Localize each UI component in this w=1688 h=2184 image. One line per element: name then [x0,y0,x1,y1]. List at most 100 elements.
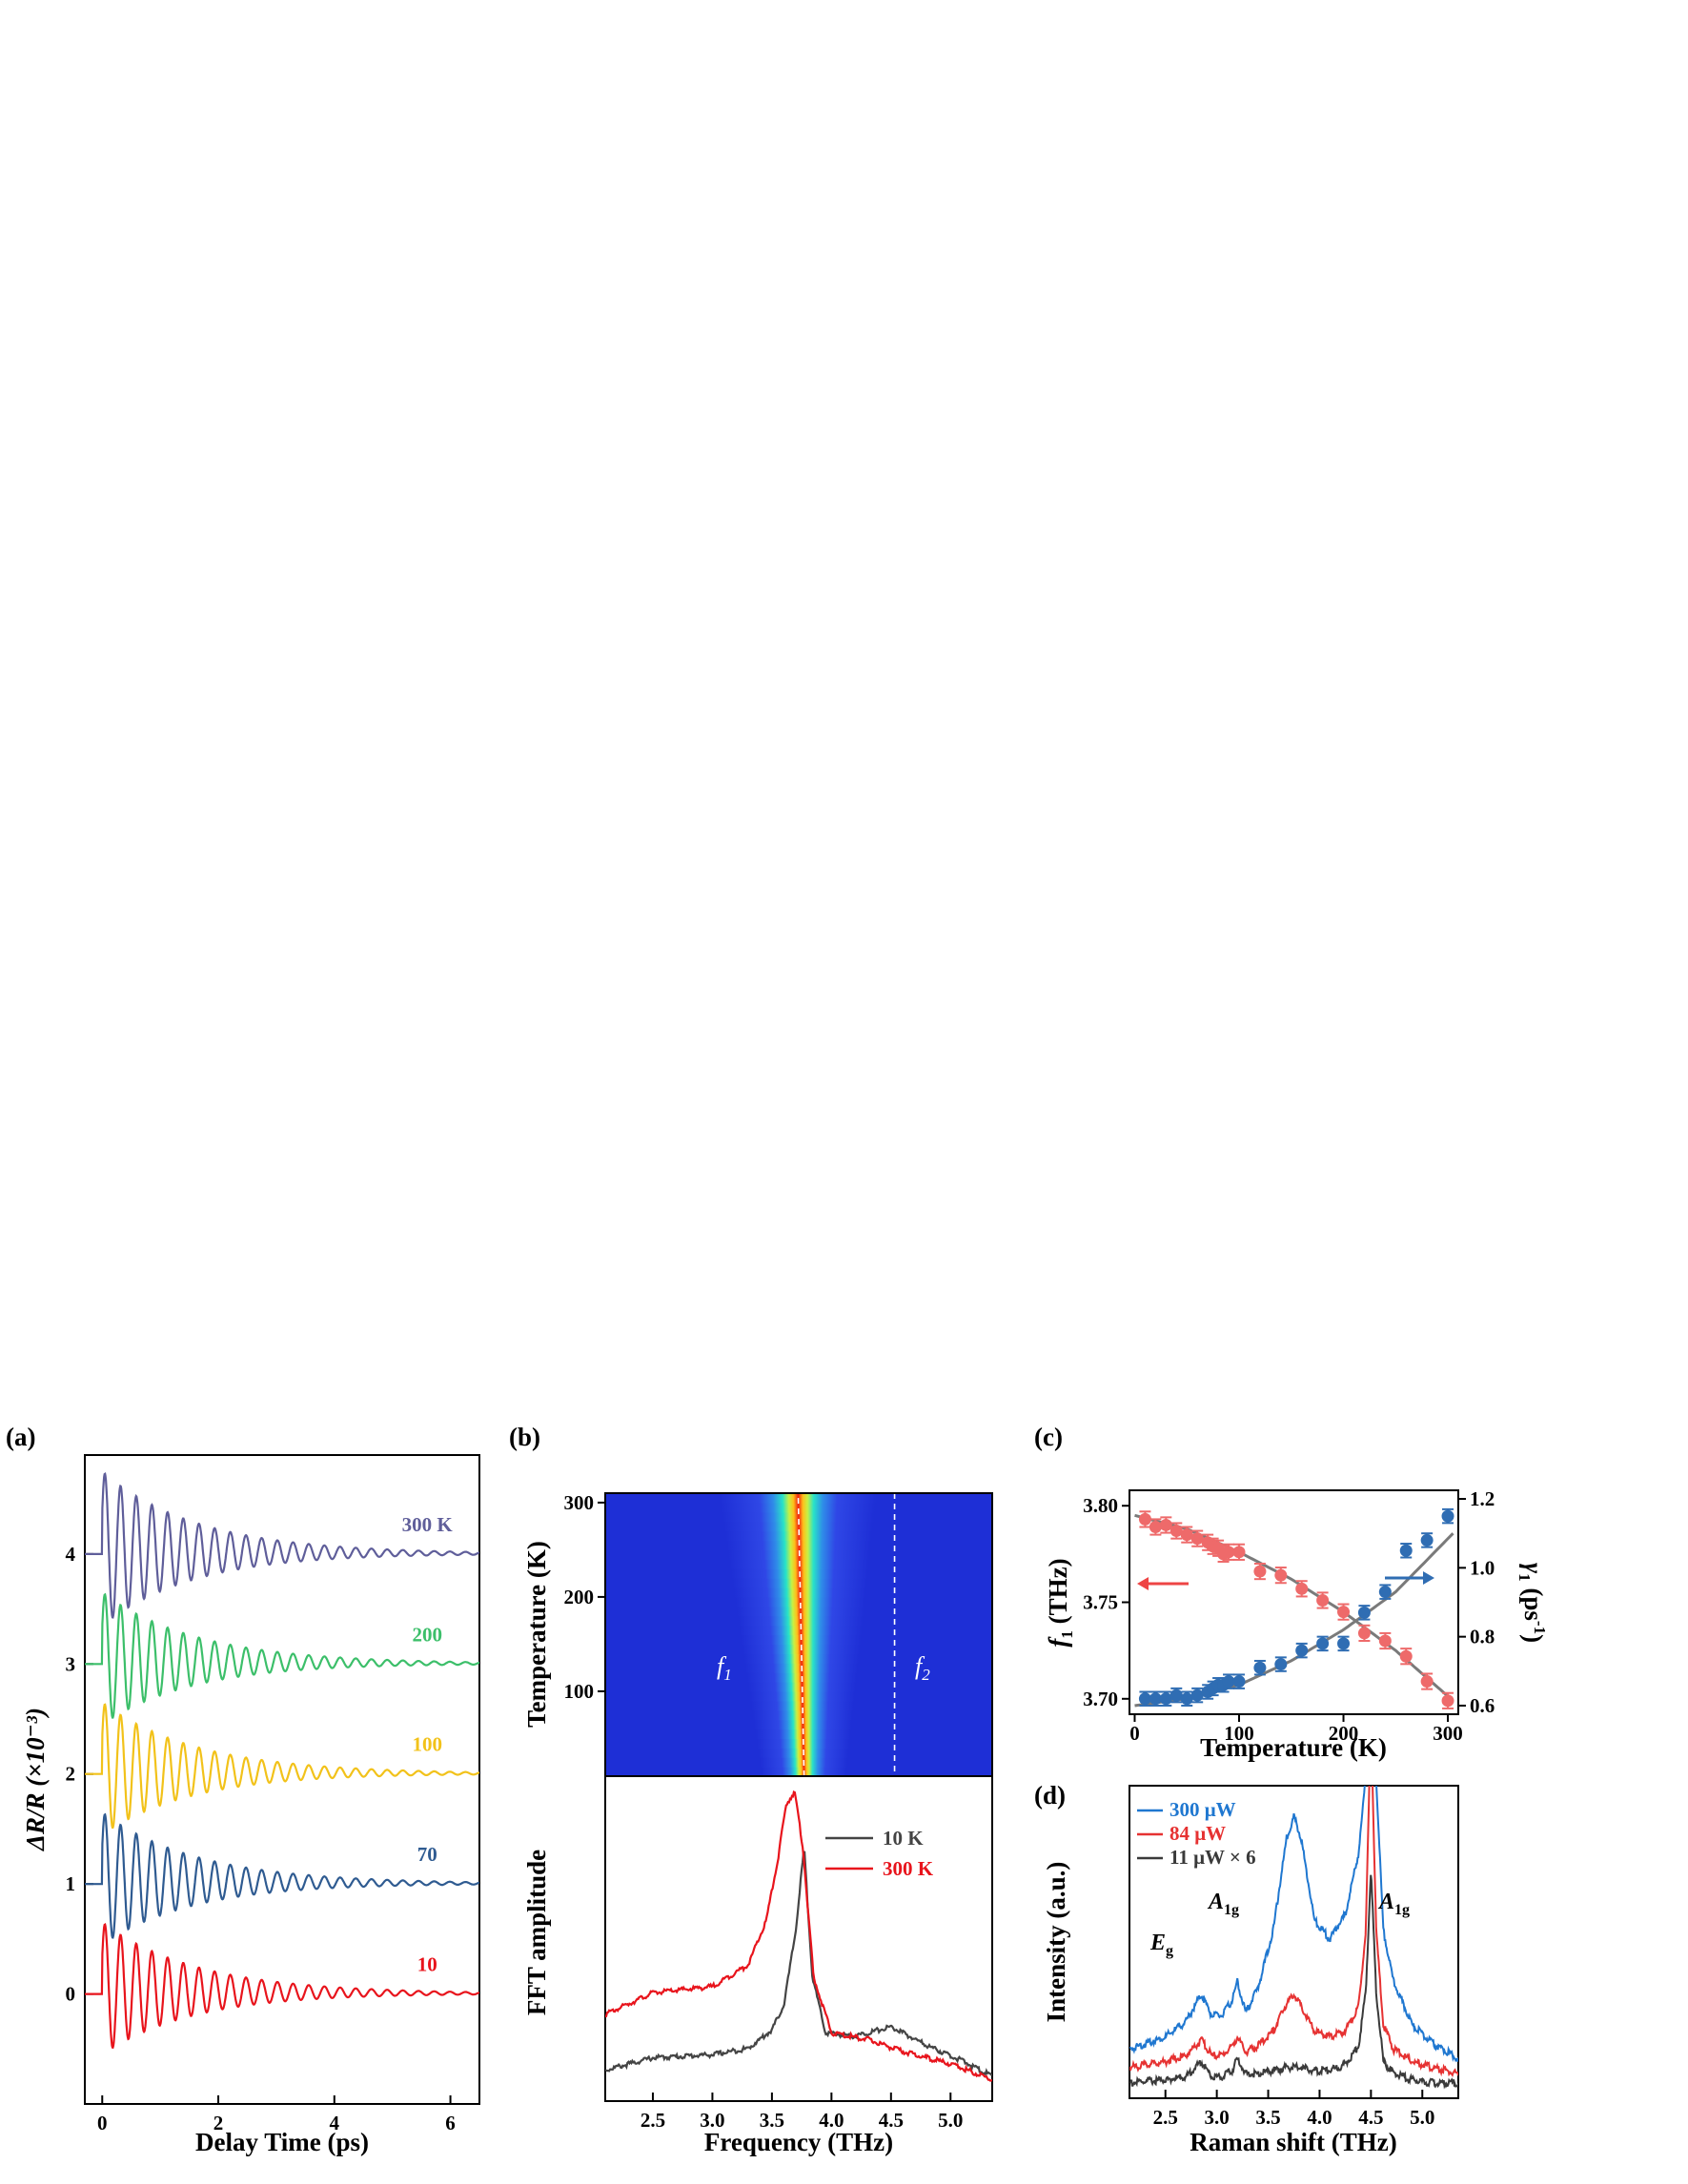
panel-label-b: (b) [509,1423,540,1451]
trace-70 [85,1812,479,1939]
y-tick-label-c-left: 3.75 [1083,1591,1118,1614]
fft-trace-300K [605,1790,992,2082]
annotation-Eg: Eg [1149,1931,1173,1959]
raman-trace-2 [1129,1874,1458,2090]
annotation-A1g-1: A1g [1207,1890,1239,1918]
data-point-right [1357,1605,1371,1621]
data-point-left [1378,1631,1392,1650]
data-point-left [1253,1562,1267,1581]
data-point-left [1222,1543,1235,1561]
data-point-left [1295,1580,1309,1598]
panel-b-bottom-frame [604,1775,993,2102]
marker [1399,1649,1413,1663]
series-label-1: 70 [417,1843,437,1866]
y-tick-label-a: 4 [66,1543,76,1566]
heatmap-row [722,1511,874,1523]
heatmap-row [749,1690,855,1702]
marker [1378,1586,1392,1599]
data-point-left [1357,1624,1371,1643]
data-point-right [1169,1687,1183,1704]
data-point-right [1159,1690,1172,1707]
x-tick-label-c: 200 [1329,1722,1359,1745]
f1-peak-guide-line [797,1492,805,1777]
raman-trace-1 [1129,1786,1458,2077]
data-point-right [1138,1690,1151,1707]
panel-d-xlabel: Raman shift (THz) [1190,2128,1397,2156]
data-point-right [1232,1673,1246,1689]
marker [1149,1520,1162,1533]
legend-label-10K: 10 K [883,1827,924,1850]
marker [1295,1582,1309,1595]
marker [1159,1518,1172,1531]
trace-300K [85,1472,479,1619]
data-point-left [1420,1672,1434,1690]
trace-200 [85,1592,479,1719]
y-tick-label-c-right: 0.8 [1470,1626,1495,1648]
data-point-left [1190,1529,1204,1547]
data-point-left [1138,1510,1151,1528]
marker [1420,1533,1434,1547]
marker [1169,1525,1183,1538]
marker [1399,1544,1413,1557]
data-point-right [1149,1690,1162,1707]
data-point-right [1316,1635,1330,1652]
marker [1190,1532,1204,1546]
x-tick-label-a: 6 [445,2112,456,2134]
marker [1232,1675,1246,1689]
heatmap-row [721,1502,876,1513]
marker [1378,1634,1392,1648]
panel-c-xlabel: Temperature (K) [1200,1733,1387,1762]
marker [1441,1509,1454,1523]
data-point-right [1441,1507,1454,1525]
y-tick-label-b: 200 [564,1586,595,1608]
data-point-left [1169,1522,1183,1540]
marker [1190,1689,1204,1702]
x-tick-label-c: 300 [1433,1722,1463,1745]
panel-b-fft: 2.5 3.0 3.5 4.0 4.5 5.0 10 K 300 K Frequency … [522,1775,993,2156]
y-tick-label-c-right: 1.0 [1470,1556,1495,1579]
marker [1180,1692,1193,1706]
data-point-left [1159,1516,1172,1534]
x-tick-label-a: 4 [330,2112,340,2134]
x-tick-label-b: 4.0 [819,2109,844,2132]
fit-curve-right [1134,1532,1454,1708]
data-point-right [1378,1584,1392,1600]
heatmap-row [751,1700,854,1711]
annotation-A1g-2: A1g [1377,1890,1410,1918]
marker [1357,1606,1371,1619]
panel-c: 0 100 200 300 3.70 3.75 3.80 0.6 0.8 1.0 1.2 Tempe… [1044,1487,1549,1762]
y-tick-label-c-right: 1.2 [1470,1487,1495,1510]
data-point-left [1337,1603,1351,1621]
x-tick-label-d: 2.5 [1153,2106,1178,2129]
marker [1274,1568,1288,1582]
y-tick-label-b: 100 [564,1680,595,1703]
panel-a-ylabel: ΔR/R (×10⁻³) [21,1708,50,1851]
data-point-left [1441,1691,1454,1709]
data-point-right [1190,1687,1204,1704]
marker [1159,1692,1172,1706]
panel-b-top-ylabel: Temperature (K) [522,1541,551,1728]
y-tick-label-a: 1 [66,1872,76,1895]
data-point-left [1180,1526,1193,1544]
marker [1169,1689,1183,1702]
panel-a-xlabel: Delay Time (ps) [195,2128,369,2156]
panel-d: 2.5 3.0 3.5 4.0 4.5 5.0 300 μW 84 μW 11 μW × … [1042,1785,1459,2156]
left-axis-arrow [1137,1577,1189,1590]
heatmap-row [740,1625,863,1636]
data-point-right [1222,1673,1235,1689]
marker [1337,1637,1351,1650]
marker [1149,1692,1162,1706]
data-point-right [1295,1642,1309,1659]
fft-trace-10K [605,1850,992,2076]
y-tick-label-c-left: 3.80 [1083,1494,1118,1517]
marker [1180,1528,1193,1542]
x-tick-label-a: 2 [214,2112,224,2134]
x-tick-label-d: 3.5 [1255,2106,1280,2129]
data-point-left [1149,1518,1162,1536]
marker [1138,1512,1151,1526]
marker [1274,1658,1288,1671]
data-point-right [1274,1656,1288,1672]
panel-b-legend: 10 K 300 K [825,1827,934,1880]
marker [1316,1593,1330,1607]
